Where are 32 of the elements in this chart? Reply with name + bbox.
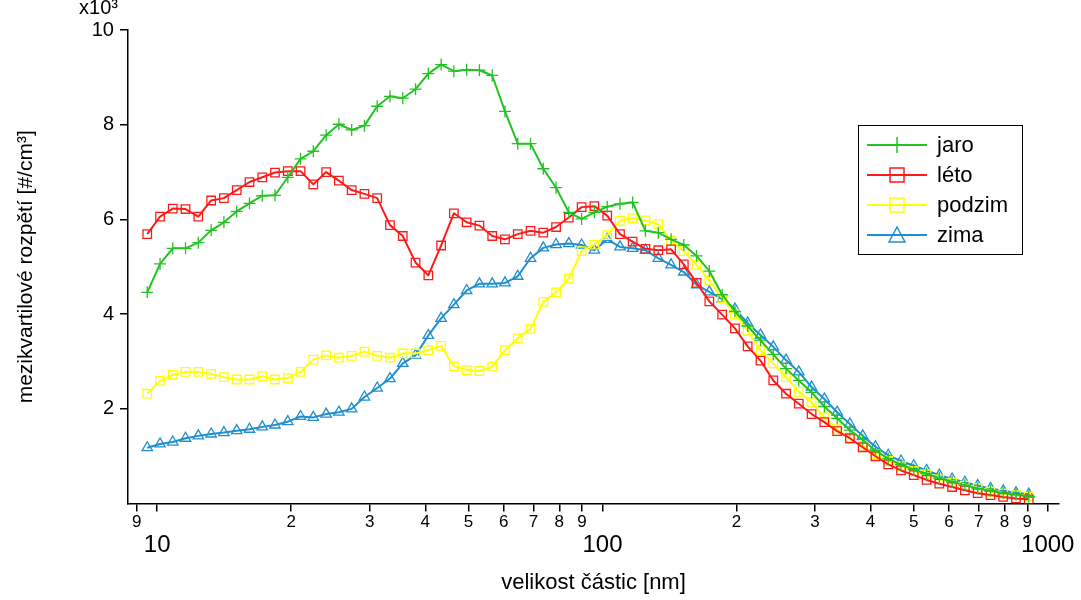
text: 7 bbox=[528, 511, 539, 531]
text: 7 bbox=[974, 511, 984, 531]
y-tick-label: 8 bbox=[102, 112, 114, 135]
y-tick-label: 2 bbox=[102, 396, 114, 419]
text: 6 bbox=[498, 511, 509, 531]
text: 4 bbox=[420, 511, 430, 531]
y-axis-title: mezikvartilové rozpětí [#/cm³] bbox=[13, 130, 37, 404]
text: 2 bbox=[731, 511, 742, 531]
legend-label: zima bbox=[937, 221, 984, 249]
text: 5 bbox=[463, 511, 474, 531]
text: x10³ bbox=[79, 0, 119, 18]
text: 9 bbox=[1022, 511, 1033, 531]
y-tick-label: 10 bbox=[91, 17, 114, 40]
text: 9 bbox=[577, 511, 587, 531]
text: 5 bbox=[908, 511, 919, 531]
text: 3 bbox=[810, 511, 820, 531]
x-tick-label: 1000 bbox=[1021, 530, 1075, 558]
y-tick-label: 6 bbox=[102, 206, 114, 229]
x-axis-title: velikost částic [nm] bbox=[501, 568, 686, 594]
text: 3 bbox=[364, 511, 375, 531]
legend-label: podzim bbox=[937, 191, 1008, 219]
text: 4 bbox=[865, 511, 876, 531]
x-tick-label: 100 bbox=[582, 530, 623, 558]
text: 8 bbox=[999, 511, 1010, 531]
text: 8 bbox=[554, 511, 565, 531]
x-tick-label: 10 bbox=[143, 530, 171, 558]
y-tick-label: 4 bbox=[102, 301, 114, 324]
text: 6 bbox=[944, 511, 954, 531]
legend-label: léto bbox=[937, 161, 973, 189]
text: 2 bbox=[286, 511, 296, 531]
text: 9 bbox=[132, 511, 142, 531]
legend-label: jaro bbox=[937, 131, 974, 159]
